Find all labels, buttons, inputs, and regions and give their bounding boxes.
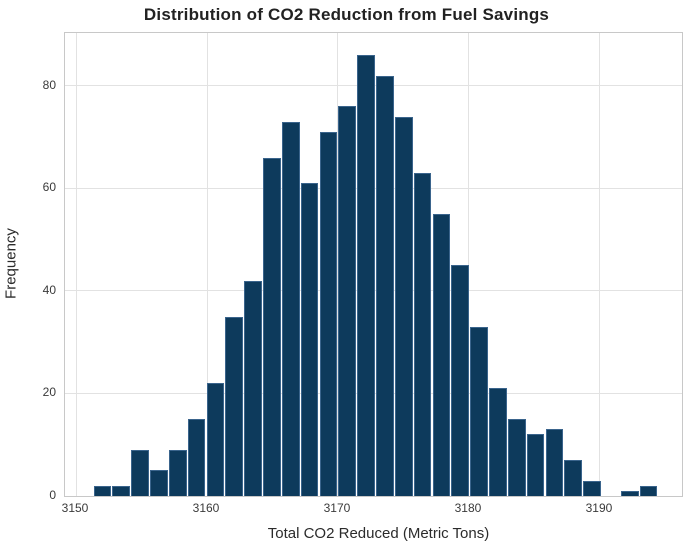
- histogram-bar: [93, 485, 112, 496]
- histogram-bar: [413, 172, 432, 496]
- histogram-bar: [470, 326, 488, 496]
- gridline-vertical: [337, 33, 339, 496]
- histogram-bar: [451, 265, 470, 496]
- histogram-bar: [281, 121, 300, 496]
- histogram-bar: [112, 485, 131, 496]
- histogram-bar: [225, 316, 244, 496]
- y-tick-label: 60: [42, 180, 56, 195]
- plot-area: [64, 32, 683, 497]
- histogram-bar: [526, 434, 545, 496]
- histogram-bar: [357, 55, 375, 496]
- histogram-bar: [187, 419, 206, 496]
- y-tick-label: 80: [42, 77, 56, 92]
- y-axis-label: Frequency: [2, 228, 20, 299]
- histogram-bar: [168, 449, 187, 496]
- histogram-bar: [244, 280, 262, 496]
- histogram-bar: [300, 183, 319, 496]
- gridline-vertical: [206, 33, 208, 496]
- histogram-bar: [394, 116, 413, 496]
- histogram-bar: [432, 213, 451, 496]
- y-tick-label: 20: [42, 385, 56, 400]
- x-tick-label: 3180: [454, 501, 482, 515]
- histogram-bar: [206, 383, 225, 496]
- histogram-bar: [489, 388, 507, 496]
- x-tick-label: 3190: [585, 501, 613, 515]
- histogram-bar: [564, 460, 583, 496]
- gridline-vertical: [599, 33, 601, 496]
- x-axis-label: Total CO2 Reduced (Metric Tons): [267, 525, 490, 542]
- y-tick-label: 0: [49, 488, 56, 502]
- x-tick-label: 3170: [323, 501, 351, 515]
- gridline-vertical: [75, 33, 77, 496]
- histogram-bar: [620, 490, 639, 496]
- histogram-bar: [150, 470, 168, 496]
- x-tick-label: 3160: [192, 501, 220, 515]
- y-tick-label: 40: [42, 282, 56, 297]
- histogram-bar: [338, 106, 357, 496]
- histogram-bar: [545, 429, 564, 496]
- histogram-bar: [639, 485, 658, 496]
- histogram-bar: [583, 480, 601, 496]
- histogram-bar: [507, 419, 526, 496]
- gridline-vertical: [468, 33, 470, 496]
- histogram-bar: [376, 75, 394, 496]
- x-tick-label: 3150: [61, 501, 89, 515]
- histogram-bar: [131, 449, 149, 496]
- histogram-bar: [263, 157, 281, 496]
- histogram-bar: [319, 131, 338, 496]
- chart-title: Distribution of CO2 Reduction from Fuel …: [143, 5, 550, 24]
